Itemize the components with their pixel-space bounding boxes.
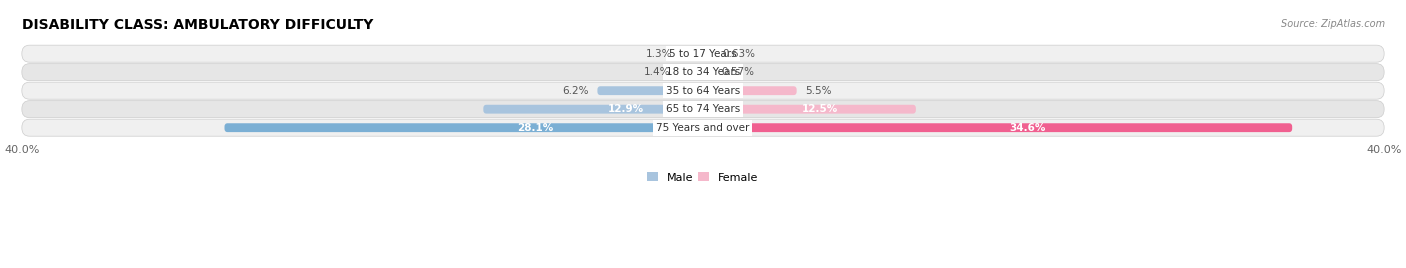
Text: 0.63%: 0.63%: [723, 49, 755, 59]
Text: 5 to 17 Years: 5 to 17 Years: [669, 49, 737, 59]
FancyBboxPatch shape: [679, 68, 703, 77]
Text: 0.57%: 0.57%: [721, 67, 754, 77]
Text: 34.6%: 34.6%: [1010, 123, 1045, 133]
FancyBboxPatch shape: [598, 86, 703, 95]
FancyBboxPatch shape: [703, 68, 713, 77]
Text: 18 to 34 Years: 18 to 34 Years: [666, 67, 740, 77]
FancyBboxPatch shape: [484, 105, 703, 114]
FancyBboxPatch shape: [703, 49, 714, 58]
FancyBboxPatch shape: [22, 45, 1384, 62]
Text: 12.9%: 12.9%: [607, 104, 644, 114]
FancyBboxPatch shape: [225, 123, 703, 132]
Text: 35 to 64 Years: 35 to 64 Years: [666, 86, 740, 96]
FancyBboxPatch shape: [703, 86, 797, 95]
Text: DISABILITY CLASS: AMBULATORY DIFFICULTY: DISABILITY CLASS: AMBULATORY DIFFICULTY: [22, 18, 373, 32]
FancyBboxPatch shape: [703, 105, 915, 114]
Text: 1.4%: 1.4%: [644, 67, 671, 77]
Text: 6.2%: 6.2%: [562, 86, 589, 96]
FancyBboxPatch shape: [22, 82, 1384, 99]
Text: 65 to 74 Years: 65 to 74 Years: [666, 104, 740, 114]
Text: 75 Years and over: 75 Years and over: [657, 123, 749, 133]
FancyBboxPatch shape: [22, 101, 1384, 118]
FancyBboxPatch shape: [681, 49, 703, 58]
Text: 5.5%: 5.5%: [806, 86, 832, 96]
Text: 1.3%: 1.3%: [645, 49, 672, 59]
FancyBboxPatch shape: [22, 64, 1384, 81]
Text: 28.1%: 28.1%: [517, 123, 554, 133]
Text: 12.5%: 12.5%: [801, 104, 838, 114]
FancyBboxPatch shape: [703, 123, 1292, 132]
Text: Source: ZipAtlas.com: Source: ZipAtlas.com: [1281, 19, 1385, 29]
FancyBboxPatch shape: [22, 119, 1384, 136]
Legend: Male, Female: Male, Female: [643, 168, 763, 187]
